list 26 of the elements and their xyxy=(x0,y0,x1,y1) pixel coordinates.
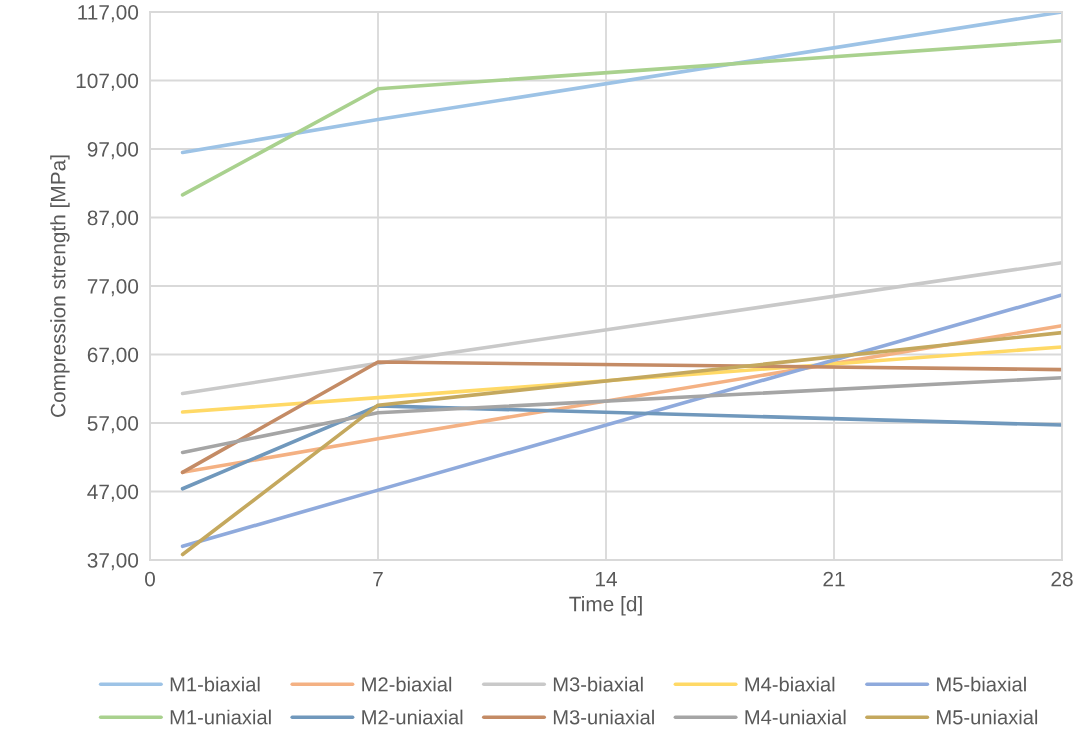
y-tick-label: 87,00 xyxy=(87,210,139,228)
legend-label: M3-uniaxial xyxy=(553,709,654,725)
y-tick-label: 37,00 xyxy=(87,553,139,571)
x-tick-label: 14 xyxy=(596,571,617,587)
legend-label: M3-biaxial xyxy=(553,676,643,692)
y-axis-title: Compression strength [MPa] xyxy=(50,155,70,417)
legend-label: M5-biaxial xyxy=(937,676,1026,692)
legend-label: M2-biaxial xyxy=(362,676,452,692)
x-axis-title: Time [d] xyxy=(569,596,642,616)
x-tick-label: 7 xyxy=(373,571,383,587)
legend-label: M4-uniaxial xyxy=(745,709,846,725)
x-tick-label: 0 xyxy=(145,571,155,587)
y-tick-label: 117,00 xyxy=(78,5,139,23)
legend-label: M5-uniaxial xyxy=(937,709,1038,725)
legend-label: M2-uniaxial xyxy=(362,709,463,725)
legend-label: M4-biaxial xyxy=(745,676,835,692)
y-tick-label: 107,00 xyxy=(76,73,139,91)
y-tick-label: 47,00 xyxy=(87,484,139,502)
y-tick-label: 67,00 xyxy=(87,347,139,365)
x-tick-label: 21 xyxy=(823,571,845,587)
y-tick-label: 77,00 xyxy=(87,279,139,297)
x-tick-label: 28 xyxy=(1051,571,1073,587)
legend-label: M1-uniaxial xyxy=(170,709,271,725)
y-tick-label: 97,00 xyxy=(87,142,139,160)
y-tick-label: 57,00 xyxy=(87,416,139,434)
legend-label: M1-biaxial xyxy=(170,676,260,692)
